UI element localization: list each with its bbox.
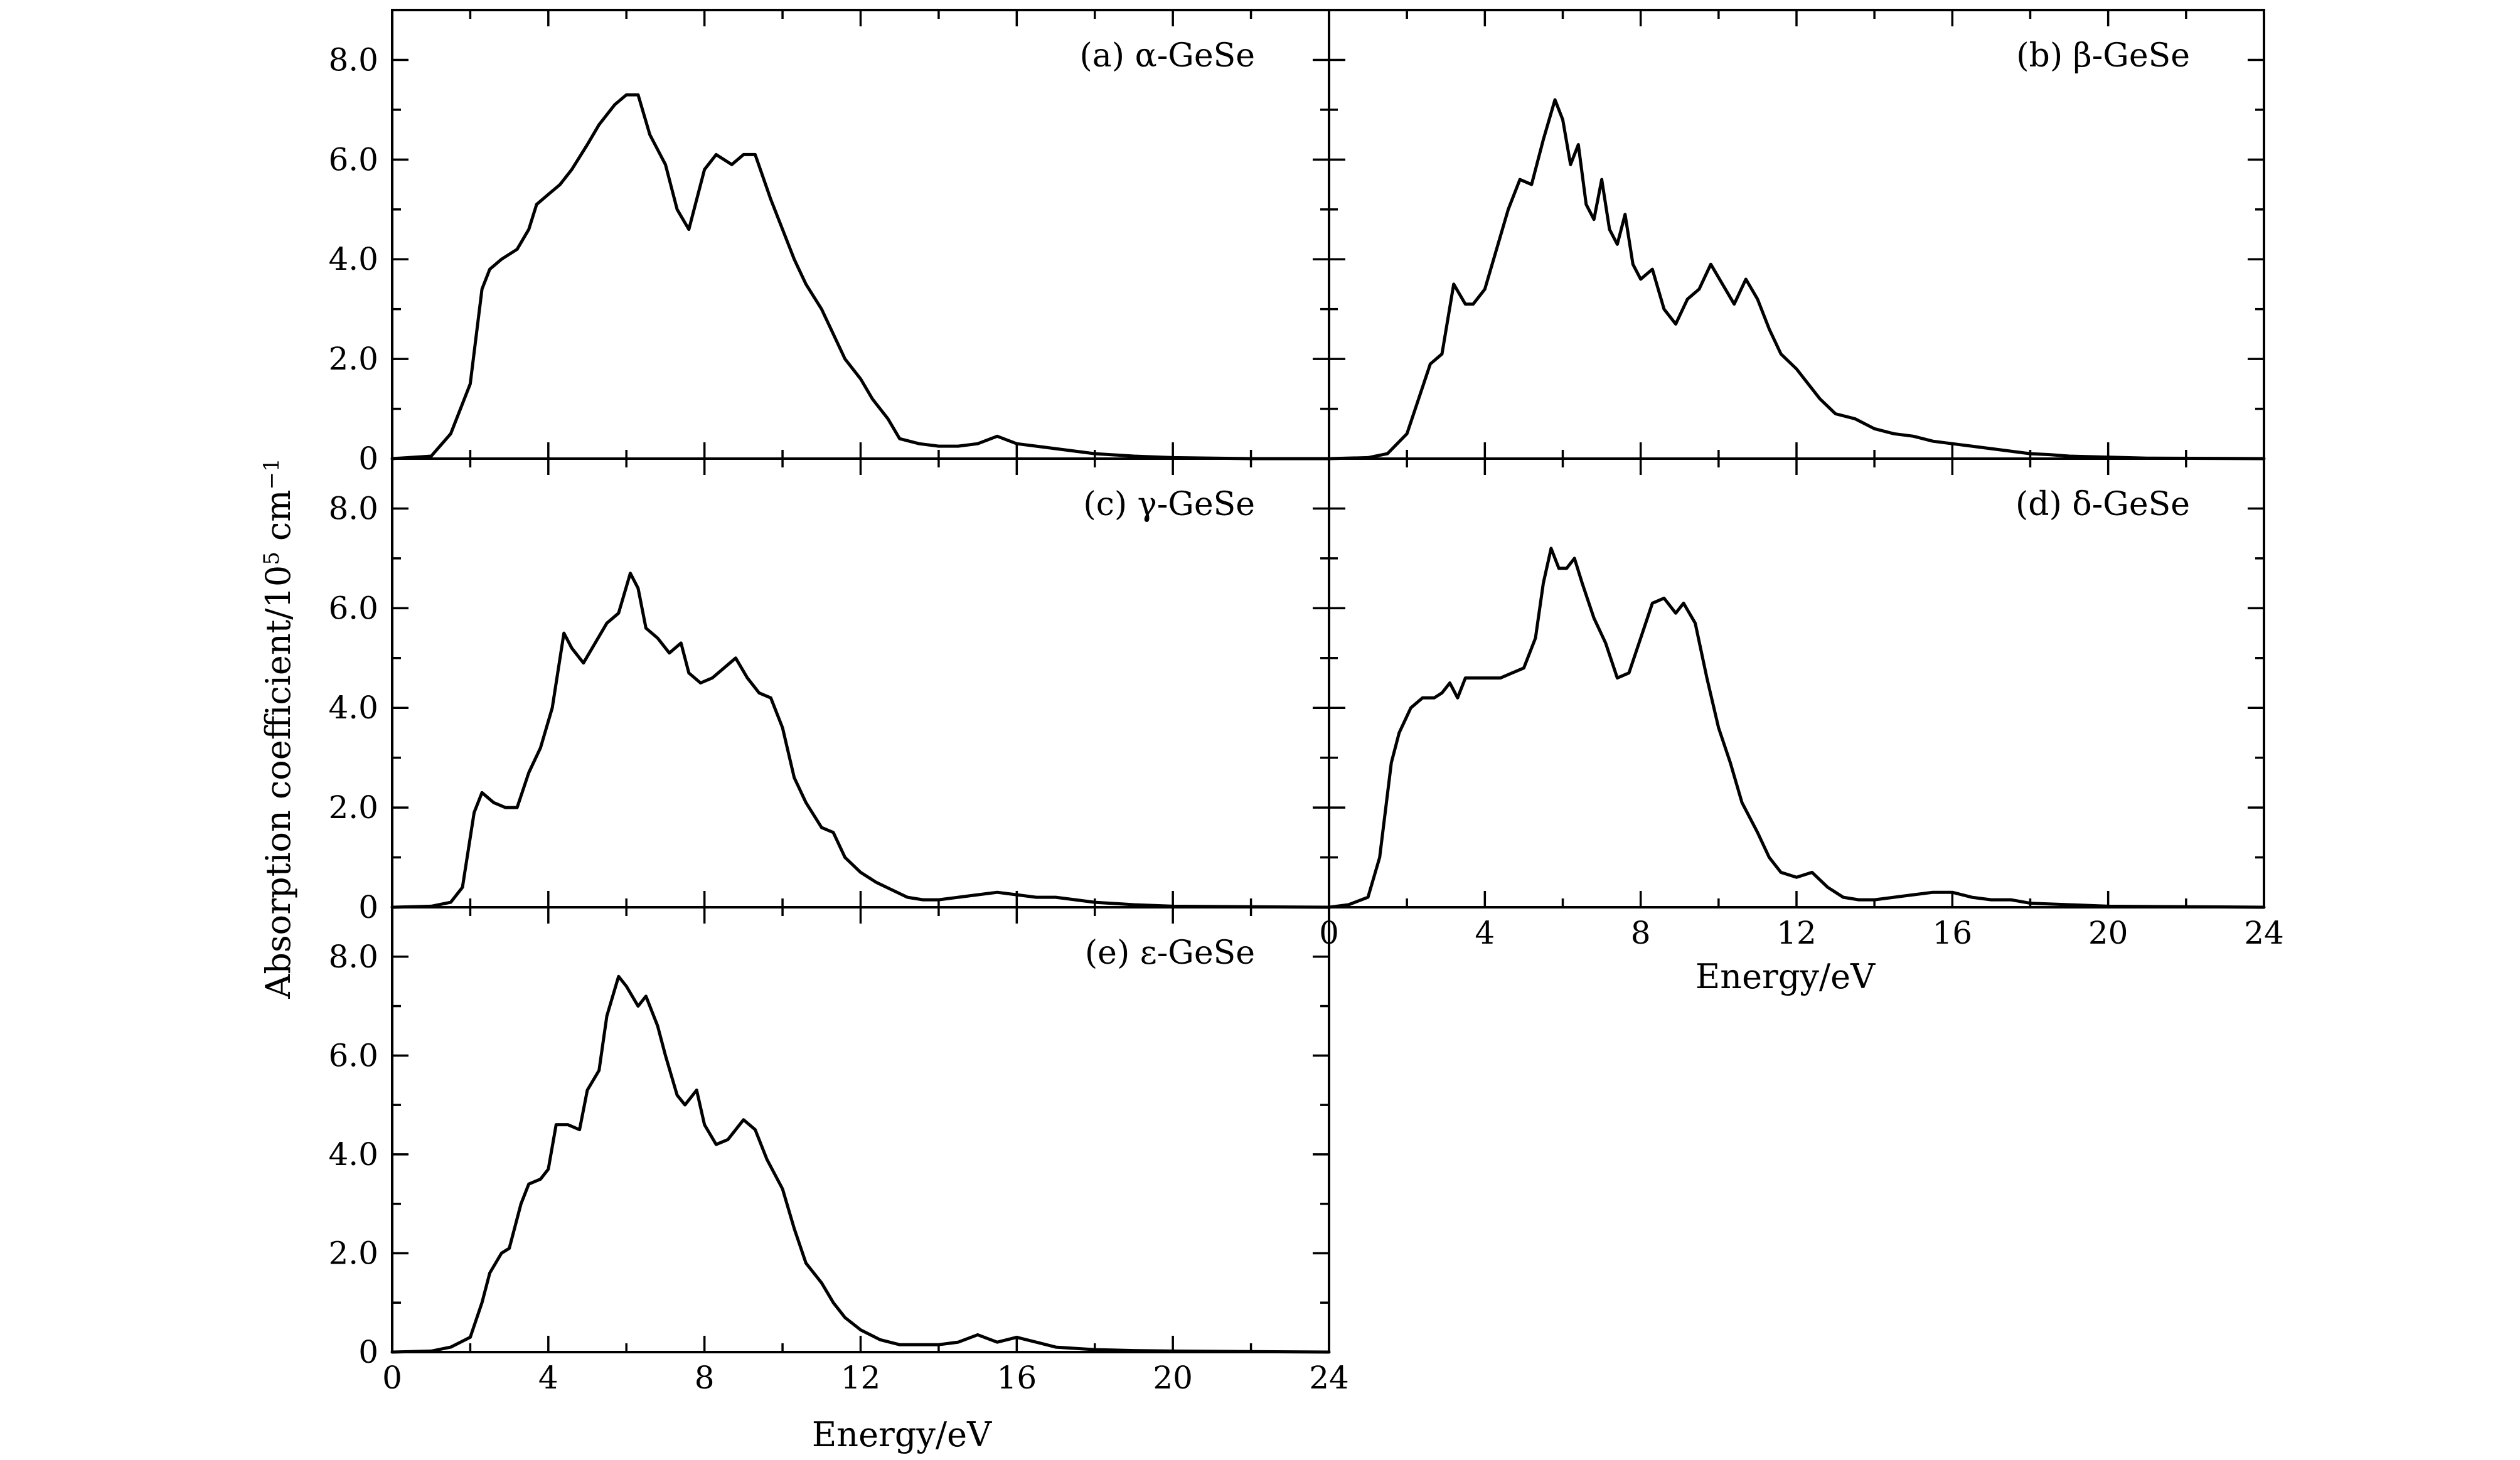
y-tick-label: 8.0 <box>328 41 378 78</box>
y-tick-label: 6.0 <box>328 590 378 626</box>
y-tick-label: 0 <box>358 1334 378 1370</box>
x-tick-label: 16 <box>1933 915 1973 951</box>
plot-frame <box>391 906 1330 1353</box>
panel-label: (b) β-GeSe <box>2016 37 2190 75</box>
x-tick-label: 4 <box>1475 915 1495 951</box>
panel-0: 0 2.0 4.0 6.0 8.0 (a) α-GeSe <box>328 9 1331 477</box>
panel-2: 0 2.0 4.0 6.0 8.0 (c) γ-GeSe <box>328 457 1331 925</box>
y-tick-label: 8.0 <box>328 490 378 526</box>
y-tick-label: 4.0 <box>328 690 378 726</box>
panel-1: (b) β-GeSe <box>1327 9 2266 461</box>
plot-frame <box>391 9 1330 460</box>
series-line <box>1327 98 2266 461</box>
plot-frame <box>1328 9 2265 460</box>
y-tick-label: 2.0 <box>328 789 378 826</box>
x-tick-label: 8 <box>695 1360 715 1396</box>
x-tick-label: 20 <box>1153 1360 1193 1396</box>
x-tick-label: 12 <box>1776 915 1817 951</box>
panel-label: (d) δ-GeSe <box>2015 486 2190 523</box>
panel-label: (a) α-GeSe <box>1080 37 1256 75</box>
panels-group: 0 2.0 4.0 6.0 8.0 (a) α-GeSe (b) β-GeSe 0 2.0 4.0… <box>328 9 2284 1396</box>
panel-3: 0 4 8 12 16 20 24(d) δ-GeSe <box>1319 457 2284 951</box>
y-tick-label: 0 <box>358 440 378 477</box>
series-line <box>390 974 1331 1354</box>
x-tick-label: 12 <box>841 1360 881 1396</box>
plot-frame <box>1328 457 2265 909</box>
series-line <box>390 93 1331 461</box>
series-line <box>390 572 1331 909</box>
x-tick-label: 4 <box>538 1360 558 1396</box>
y-tick-label: 4.0 <box>328 1136 378 1173</box>
y-tick-label: 8.0 <box>328 939 378 975</box>
x-tick-label: 20 <box>2088 915 2128 951</box>
x-axis-title-bottom: Energy/eV <box>812 1415 992 1454</box>
y-axis-title: Absorption coefficient/105 cm−1 <box>259 458 298 999</box>
x-tick-label: 16 <box>997 1360 1037 1396</box>
x-tick-label: 8 <box>1631 915 1651 951</box>
y-tick-label: 6.0 <box>328 1037 378 1074</box>
panel-label: (c) γ-GeSe <box>1083 486 1255 523</box>
x-axis-title-right: Energy/eV <box>1695 957 1876 996</box>
y-tick-label: 2.0 <box>328 341 378 377</box>
y-tick-label: 2.0 <box>328 1235 378 1271</box>
y-tick-label: 6.0 <box>328 141 378 178</box>
y-tick-label: 4.0 <box>328 241 378 277</box>
x-tick-label: 0 <box>382 1360 402 1396</box>
x-tick-label: 24 <box>2244 915 2284 951</box>
plot-frame <box>391 457 1330 909</box>
x-tick-label: 24 <box>1309 1360 1349 1396</box>
panel-label: (e) ε-GeSe <box>1085 934 1255 972</box>
series-line <box>1327 546 2266 909</box>
y-tick-label: 0 <box>358 889 378 925</box>
panel-4: 0 4 8 12 16 20 24 0 2.0 4.0 6.0 8.0 (e) ε-GeSe <box>328 906 1349 1396</box>
